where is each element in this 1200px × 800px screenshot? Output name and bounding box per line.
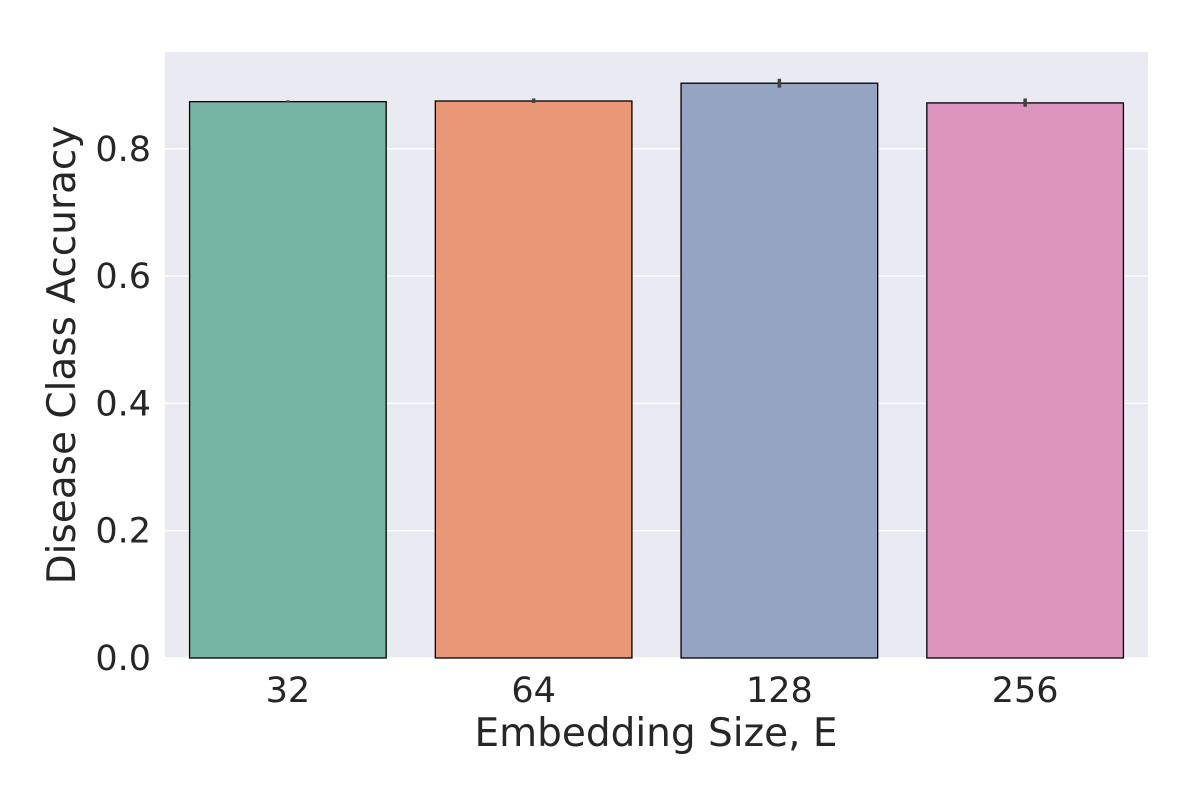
y-axis-label: Disease Class Accuracy bbox=[40, 126, 85, 585]
y-tick-label: 0.2 bbox=[95, 512, 151, 552]
bar bbox=[188, 101, 387, 659]
y-tick-label: 0.0 bbox=[95, 639, 151, 679]
bar bbox=[926, 102, 1125, 659]
x-tick-labels: 32 64 128 256 bbox=[266, 671, 1059, 711]
bars-group bbox=[188, 82, 1125, 659]
x-tick-label: 128 bbox=[746, 671, 813, 711]
y-tick-label: 0.4 bbox=[95, 384, 151, 424]
y-tick-label: 0.8 bbox=[95, 130, 151, 170]
x-tick-label: 256 bbox=[992, 671, 1059, 711]
x-axis-label: Embedding Size, E bbox=[474, 711, 837, 756]
x-tick-label: 64 bbox=[511, 671, 556, 711]
error-bars-group bbox=[286, 78, 1027, 107]
y-tick-labels: 0.0 0.2 0.4 0.6 0.8 bbox=[95, 130, 151, 679]
bar bbox=[680, 82, 879, 659]
x-tick-label: 32 bbox=[266, 671, 311, 711]
y-tick-label: 0.6 bbox=[95, 257, 151, 297]
bar bbox=[434, 100, 633, 659]
